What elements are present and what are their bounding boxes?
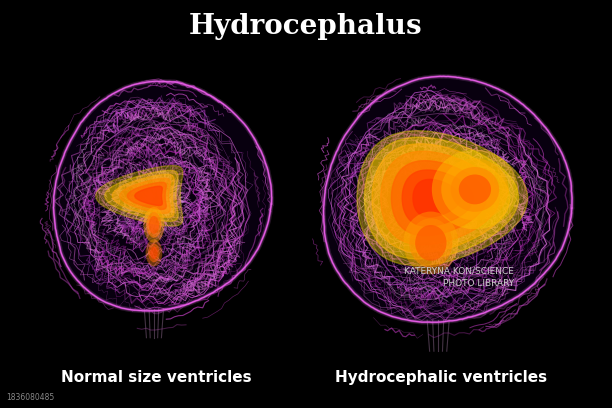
Ellipse shape [149, 216, 159, 234]
Polygon shape [127, 182, 166, 209]
Polygon shape [392, 161, 486, 235]
Ellipse shape [415, 225, 447, 261]
Ellipse shape [148, 244, 160, 262]
Ellipse shape [432, 150, 518, 229]
Polygon shape [95, 166, 183, 226]
Ellipse shape [450, 167, 499, 212]
Ellipse shape [441, 158, 509, 220]
Polygon shape [357, 131, 528, 266]
Polygon shape [372, 144, 509, 253]
Polygon shape [120, 178, 170, 213]
Polygon shape [324, 76, 572, 322]
Text: Hydrocephalic ventricles: Hydrocephalic ventricles [335, 370, 547, 385]
Text: Normal size ventricles: Normal size ventricles [61, 370, 252, 385]
Text: KATERYNA KON/SCIENCE
PHOTO LIBRARY: KATERYNA KON/SCIENCE PHOTO LIBRARY [404, 267, 514, 288]
Ellipse shape [146, 239, 162, 266]
Polygon shape [53, 81, 272, 311]
Ellipse shape [143, 207, 165, 243]
Polygon shape [365, 137, 518, 259]
Ellipse shape [146, 212, 162, 238]
Polygon shape [135, 186, 162, 205]
Polygon shape [402, 170, 473, 226]
Ellipse shape [403, 212, 458, 274]
Text: Hydrocephalus: Hydrocephalus [189, 13, 423, 40]
Ellipse shape [409, 218, 452, 268]
Polygon shape [105, 171, 178, 222]
Text: 1836080485: 1836080485 [6, 393, 54, 402]
Polygon shape [112, 174, 174, 217]
Ellipse shape [459, 175, 491, 204]
Polygon shape [413, 180, 460, 217]
Polygon shape [381, 151, 499, 245]
Ellipse shape [150, 246, 158, 259]
